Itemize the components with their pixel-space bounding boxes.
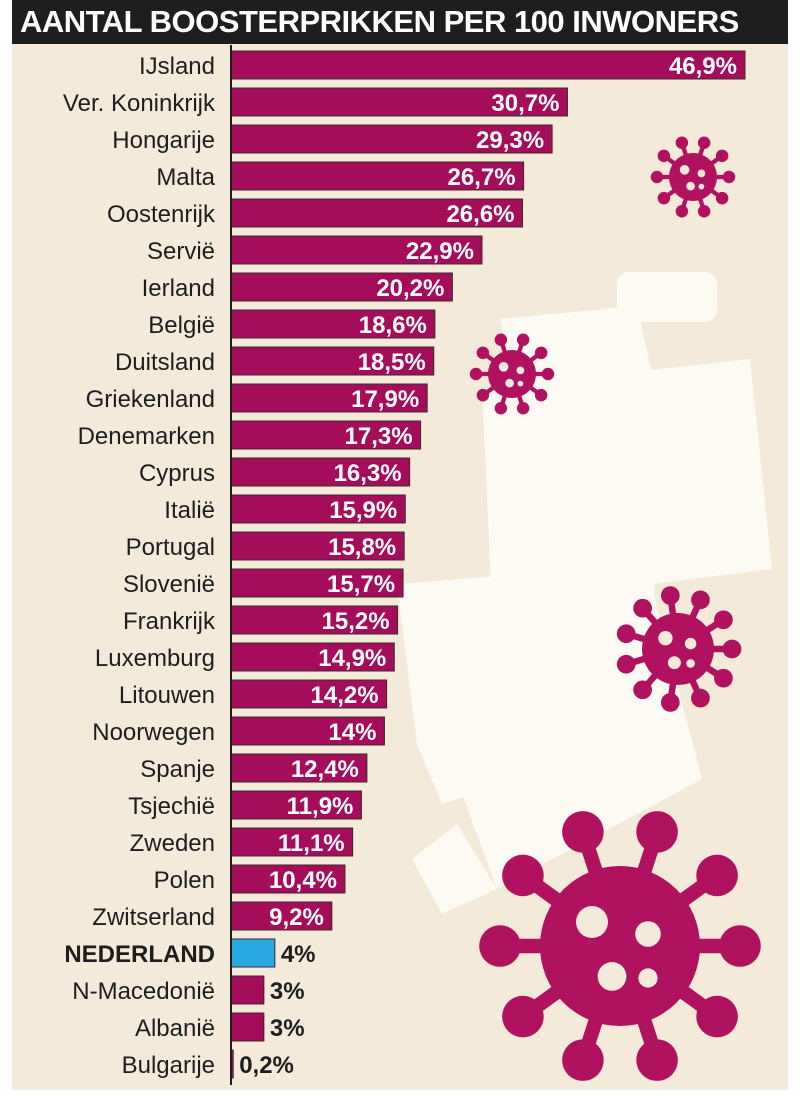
value-label: 46,9% (669, 53, 737, 80)
bar-9 (230, 383, 428, 413)
bar-13 (230, 531, 405, 561)
bar-16 (230, 642, 395, 672)
category-label: Denemarken (78, 423, 215, 450)
category-label: Bulgarije (122, 1052, 215, 1079)
value-label: 15,8% (328, 534, 396, 561)
category-label: Spanje (140, 756, 215, 783)
value-label: 12,4% (291, 756, 359, 783)
bar-22 (230, 864, 346, 894)
virus-icon (469, 333, 555, 415)
bar-26 (230, 1012, 265, 1042)
bar-5 (230, 235, 483, 265)
value-label: 11,1% (278, 830, 345, 857)
value-label: 11,9% (287, 793, 354, 820)
value-label: 9,2% (269, 904, 324, 931)
value-label: 17,9% (351, 386, 419, 413)
virus-icon (650, 136, 736, 218)
category-label: Griekenland (86, 386, 215, 413)
category-label: IJsland (139, 53, 215, 80)
value-label: 14,2% (311, 682, 379, 709)
value-label: 4% (281, 941, 316, 968)
category-label: Oostenrijk (107, 201, 216, 228)
virus-icon (616, 586, 742, 712)
value-label: 26,7% (448, 164, 516, 191)
value-label: 18,5% (358, 349, 426, 376)
category-label: Malta (156, 164, 215, 191)
category-label: Portugal (126, 534, 215, 561)
value-label: 14,9% (318, 645, 386, 672)
category-label: Cyprus (139, 460, 215, 487)
category-label: Tsjechië (128, 793, 215, 820)
chart-title: AANTAL BOOSTERPRIKKEN PER 100 INWONERS (12, 0, 788, 44)
category-label: Litouwen (119, 682, 215, 709)
value-label: 3% (270, 978, 305, 1005)
value-label: 20,2% (376, 275, 444, 302)
value-label: 17,3% (345, 423, 413, 450)
category-label: Zweden (130, 830, 215, 857)
category-label: België (148, 312, 215, 339)
value-label: 15,9% (329, 497, 397, 524)
virus-icon (479, 811, 761, 1081)
category-label: Italië (164, 497, 215, 524)
bar-1 (230, 87, 568, 117)
bar-21 (230, 827, 354, 857)
bar-18 (230, 716, 385, 746)
value-label: 29,3% (476, 127, 544, 154)
bar-15 (230, 605, 399, 635)
category-label: Servië (147, 238, 215, 265)
category-label: Ver. Koninkrijk (63, 90, 216, 117)
value-label: 22,9% (406, 238, 474, 265)
category-label: Duitsland (115, 349, 215, 376)
category-label: NEDERLAND (64, 941, 215, 968)
value-label: 26,6% (446, 201, 514, 228)
bar-24 (230, 938, 276, 968)
category-label: N-Macedonië (72, 978, 215, 1005)
bar-17 (230, 679, 388, 709)
value-label: 14% (328, 719, 376, 746)
bar-2 (230, 124, 553, 154)
bar-23 (230, 901, 333, 931)
bar-8 (230, 346, 435, 376)
category-label: Frankrijk (123, 608, 216, 635)
value-label: 10,4% (269, 867, 337, 894)
bar-10 (230, 420, 422, 450)
value-label: 15,7% (327, 571, 395, 598)
category-label: Hongarije (112, 127, 215, 154)
bar-20 (230, 790, 362, 820)
value-label: 0,2% (239, 1052, 294, 1079)
bar-0 (230, 50, 746, 80)
bar-12 (230, 494, 406, 524)
bar-11 (230, 457, 411, 487)
category-label: Noorwegen (92, 719, 215, 746)
value-label: 15,2% (322, 608, 390, 635)
category-label: Albanië (135, 1015, 215, 1042)
value-label: 30,7% (491, 90, 559, 117)
value-label: 18,6% (359, 312, 427, 339)
value-label: 16,3% (334, 460, 402, 487)
category-label: Ierland (142, 275, 215, 302)
category-label: Zwitserland (92, 904, 215, 931)
decoration-layer (397, 136, 772, 1081)
value-label: 3% (270, 1015, 305, 1042)
category-label: Luxemburg (95, 645, 215, 672)
bar-25 (230, 975, 265, 1005)
bar-4 (230, 198, 524, 228)
category-label: Slovenië (123, 571, 215, 598)
category-label: Polen (154, 867, 215, 894)
